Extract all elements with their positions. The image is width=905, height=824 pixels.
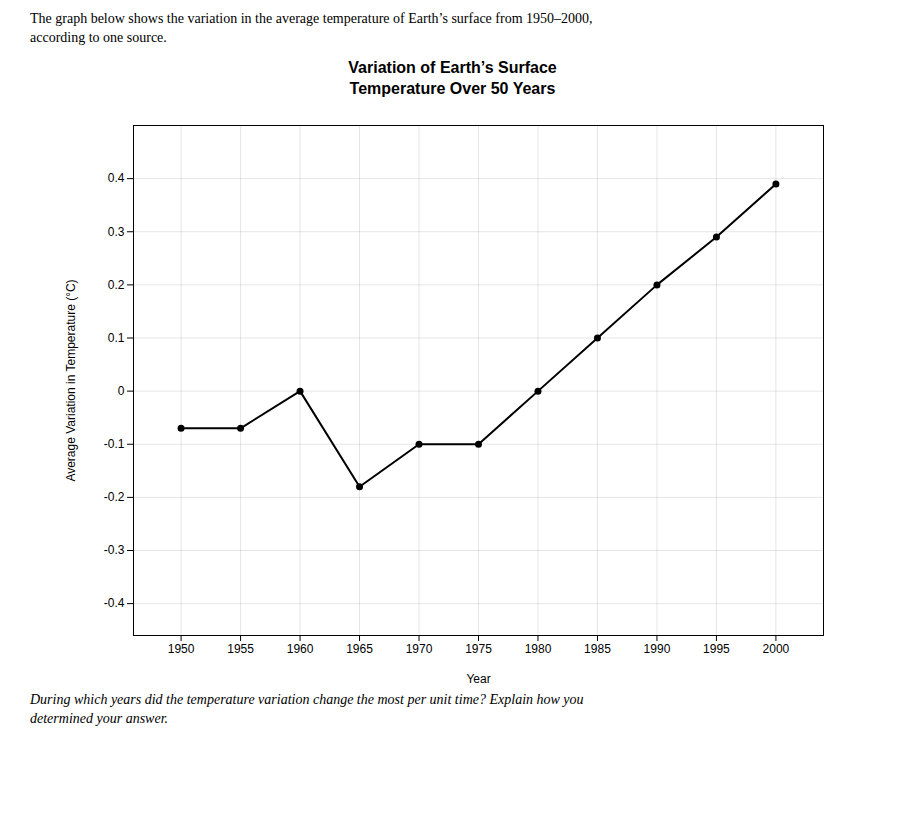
svg-text:1995: 1995 — [703, 642, 730, 656]
html-text:The graph below shows the vari: The graph below shows the variation in t… — [30, 11, 593, 45]
svg-text:-0.4: -0.4 — [103, 597, 124, 611]
svg-text:1975: 1975 — [465, 642, 492, 656]
html-text:Variation of Earth’s Surface T: Variation of Earth’s Surface Temperature… — [348, 58, 557, 97]
svg-text:1950: 1950 — [167, 642, 194, 656]
svg-text:1970: 1970 — [405, 642, 432, 656]
svg-text:-0.1: -0.1 — [103, 437, 124, 451]
svg-text:-0.3: -0.3 — [103, 544, 124, 558]
svg-text:Year: Year — [466, 672, 490, 686]
svg-text:1990: 1990 — [643, 642, 670, 656]
svg-text:0.1: 0.1 — [107, 331, 124, 345]
svg-text:1960: 1960 — [286, 642, 313, 656]
html-text:determined your answer.: determined your answer. — [30, 711, 168, 727]
svg-text:2000: 2000 — [762, 642, 789, 656]
html-text:During which years did the tem: During which years did the temperature v… — [30, 692, 584, 708]
svg-text:0: 0 — [117, 384, 124, 398]
svg-text:0.3: 0.3 — [107, 225, 124, 239]
svg-text:0.4: 0.4 — [107, 172, 124, 186]
svg-text:1980: 1980 — [524, 642, 551, 656]
svg-text:1985: 1985 — [584, 642, 611, 656]
svg-text:-0.2: -0.2 — [103, 491, 124, 505]
svg-text:1965: 1965 — [346, 642, 373, 656]
svg-text:Average Variation in Temperatu: Average Variation in Temperature (°C) — [64, 280, 78, 482]
svg-text:0.2: 0.2 — [107, 278, 124, 292]
svg-text:1955: 1955 — [227, 642, 254, 656]
